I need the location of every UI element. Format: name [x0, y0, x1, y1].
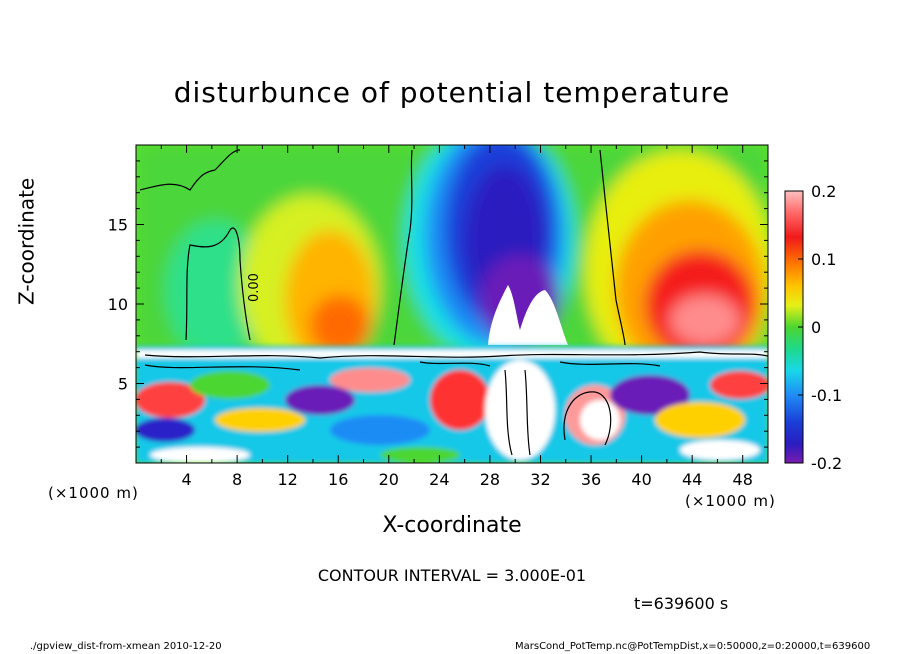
- y-tick-label: 15: [108, 216, 128, 235]
- chart-title: disturbunce of potential temperature: [173, 76, 731, 109]
- y-tick-label: 5: [118, 375, 128, 394]
- x-unit-label: (×1000 m): [685, 492, 776, 510]
- colorbar-tick-label: 0.2: [811, 182, 836, 201]
- x-tick-label: 48: [733, 470, 753, 489]
- colorbar-tick-label: -0.1: [811, 386, 842, 405]
- x-tick-label: 20: [379, 470, 399, 489]
- y-axis-label: Z-coordinate: [14, 177, 39, 305]
- colorbar-tick-label: 0.1: [811, 250, 836, 269]
- x-tick-label: 12: [278, 470, 298, 489]
- x-tick-label: 32: [530, 470, 550, 489]
- footer-left: ./gpview_dist-from-xmean 2010-12-20: [30, 641, 222, 652]
- x-tick-label: 44: [682, 470, 702, 489]
- x-tick-label: 8: [232, 470, 242, 489]
- y-unit-label: (×1000 m): [48, 484, 139, 502]
- y-tick-label: 10: [108, 295, 128, 314]
- lower-field: [136, 346, 768, 463]
- colorbar-tick-label: 0: [811, 318, 821, 337]
- x-tick-label: 40: [631, 470, 651, 489]
- footer-right: MarsCond_PotTemp.nc@PotTempDist,x=0:5000…: [515, 641, 871, 652]
- time-label: t=639600 s: [634, 594, 729, 613]
- x-tick-label: 16: [328, 470, 348, 489]
- axes-layer: 4 8 12 16 20 24 28 32 36 40 44 48510150.20.10-0.1-0…: [108, 145, 842, 489]
- x-tick-label: 4: [181, 470, 191, 489]
- contour-lines: [139, 149, 768, 456]
- x-tick-label: 36: [581, 470, 601, 489]
- x-axis-label: X-coordinate: [382, 513, 522, 538]
- upper-field: [136, 145, 768, 390]
- below-range-patch: [488, 285, 568, 345]
- contour-label: 0.00: [247, 273, 262, 302]
- colorbar-tick-label: -0.2: [811, 454, 842, 473]
- x-tick-label: 28: [480, 470, 500, 489]
- x-tick-label: 24: [429, 470, 449, 489]
- plot-area: [136, 145, 768, 463]
- contour-interval: CONTOUR INTERVAL = 3.000E-01: [317, 566, 587, 585]
